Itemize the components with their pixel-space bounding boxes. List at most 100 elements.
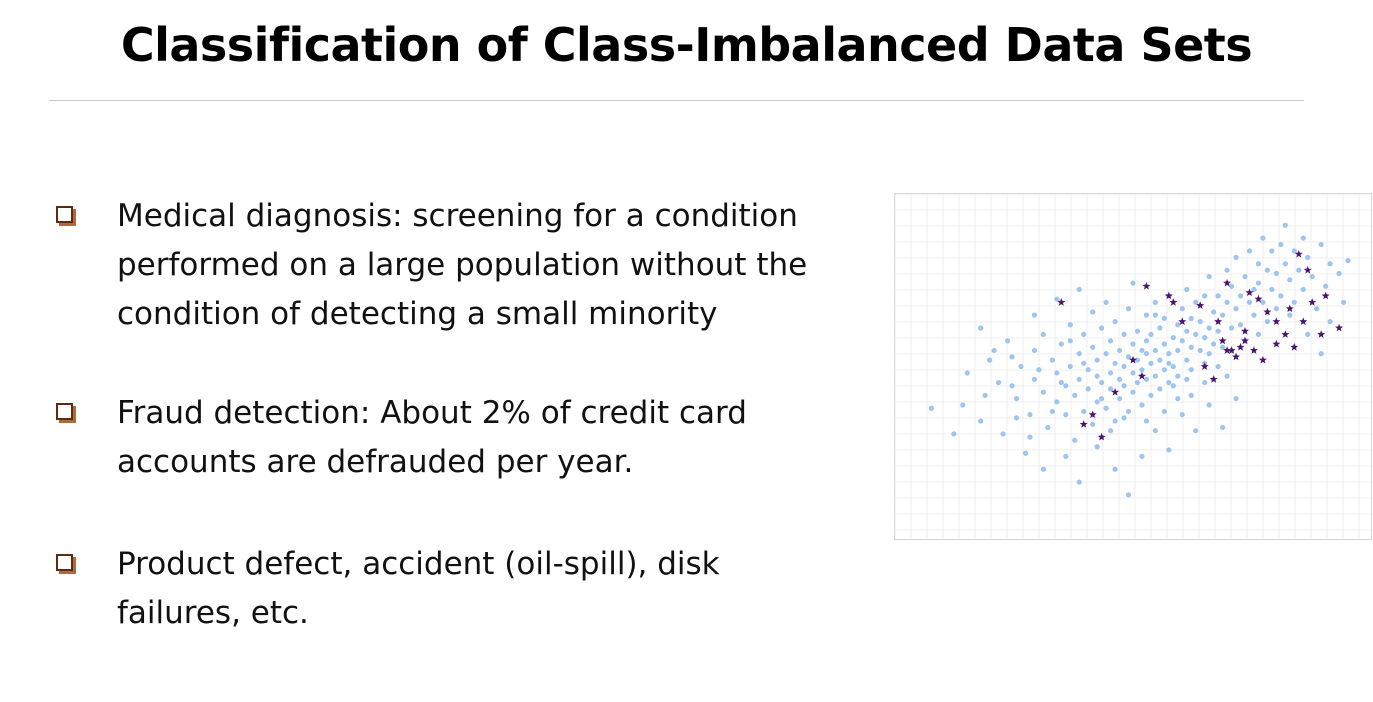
majority-dot-point bbox=[1125, 492, 1132, 498]
minority-star-point bbox=[1272, 317, 1281, 325]
minority-star-point bbox=[1142, 282, 1151, 290]
majority-dot-point bbox=[1085, 386, 1091, 392]
majority-dot-point bbox=[1063, 412, 1069, 418]
majority-dot-point bbox=[1139, 453, 1145, 459]
majority-dot-point bbox=[1170, 383, 1176, 389]
majority-dot-point bbox=[1049, 357, 1055, 363]
majority-dot-point bbox=[1018, 363, 1024, 370]
majority-dot-point bbox=[1260, 299, 1266, 305]
minority-star-point bbox=[1088, 410, 1097, 419]
majority-dot-point bbox=[1130, 280, 1136, 286]
majority-dot-point bbox=[1184, 357, 1190, 363]
majority-dot-point bbox=[1134, 357, 1141, 363]
majority-dot-point bbox=[1188, 367, 1194, 373]
minority-star-point bbox=[1178, 317, 1187, 325]
majority-dot-point bbox=[1067, 363, 1073, 370]
majority-dot-point bbox=[1094, 373, 1100, 379]
majority-dot-point bbox=[1278, 293, 1284, 299]
minority-star-point bbox=[1218, 336, 1227, 345]
minority-star-point bbox=[1169, 298, 1178, 306]
minority-star-point bbox=[1272, 339, 1281, 348]
majority-dot-point bbox=[1072, 392, 1078, 398]
majority-dot-point bbox=[964, 370, 970, 376]
minority-star-point bbox=[1057, 298, 1066, 306]
majority-dot-point bbox=[1175, 373, 1181, 379]
majority-dot-point bbox=[1108, 428, 1114, 434]
minority-star-point bbox=[1285, 304, 1294, 313]
majority-dot-point bbox=[1251, 312, 1257, 318]
minority-star-point bbox=[1317, 330, 1326, 338]
majority-dot-point bbox=[1076, 376, 1082, 382]
majority-dot-point bbox=[1287, 277, 1293, 283]
majority-dot-point bbox=[1130, 389, 1136, 395]
scatter-svg bbox=[895, 194, 1371, 539]
majority-dot-point bbox=[1094, 444, 1100, 450]
majority-dot-point bbox=[1009, 354, 1015, 360]
majority-dot-point bbox=[1054, 296, 1060, 302]
majority-dot-point bbox=[1031, 376, 1038, 382]
majority-dot-point bbox=[1215, 363, 1221, 370]
majority-dot-point bbox=[1031, 312, 1038, 318]
majority-dot-point bbox=[1152, 312, 1158, 318]
majority-dot-point bbox=[1282, 222, 1288, 228]
majority-dot-point bbox=[1166, 447, 1172, 453]
majority-dot-point bbox=[1139, 402, 1145, 408]
majority-dot-point bbox=[1143, 376, 1150, 382]
majority-dot-point bbox=[1152, 428, 1158, 434]
majority-dot-point bbox=[1233, 254, 1239, 260]
bullet-line: condition of detecting a small minority bbox=[117, 296, 718, 332]
majority-dot-point bbox=[1184, 286, 1190, 293]
majority-dot-point bbox=[1121, 363, 1127, 370]
minority-star-point bbox=[1200, 362, 1209, 370]
majority-dot-point bbox=[978, 325, 984, 331]
majority-dot-point bbox=[1220, 424, 1226, 431]
majority-dot-point bbox=[1228, 325, 1235, 331]
majority-dot-point bbox=[1197, 318, 1203, 325]
minority-star-point bbox=[1281, 330, 1290, 338]
majority-dot-point bbox=[987, 357, 993, 363]
bullet-line: Medical diagnosis: screening for a condi… bbox=[117, 198, 798, 234]
minority-star-point bbox=[1214, 317, 1223, 325]
majority-dot-point bbox=[1152, 299, 1158, 305]
majority-dot-point bbox=[1309, 274, 1315, 280]
majority-dot-point bbox=[1054, 370, 1060, 376]
majority-dot-point bbox=[1327, 261, 1333, 267]
majority-dot-point bbox=[1202, 293, 1208, 299]
majority-dot-point bbox=[1125, 306, 1132, 312]
majority-dot-point bbox=[1081, 360, 1087, 366]
majority-dot-point bbox=[1161, 408, 1167, 415]
minority-star-point bbox=[1335, 323, 1344, 332]
majority-dot-point bbox=[1027, 412, 1033, 418]
majority-dot-point bbox=[1157, 325, 1163, 331]
majority-dot-point bbox=[1224, 299, 1230, 305]
majority-dot-point bbox=[1076, 286, 1082, 293]
majority-dot-point bbox=[1220, 344, 1226, 350]
minority-star-point bbox=[1111, 387, 1120, 396]
majority-dot-point bbox=[1206, 274, 1212, 280]
bullet-line: accounts are defrauded per year. bbox=[117, 444, 634, 480]
minority-star-point bbox=[1196, 301, 1205, 309]
majority-dot-point bbox=[1058, 341, 1064, 347]
majority-dot-point bbox=[1054, 399, 1060, 405]
majority-dot-point bbox=[1157, 357, 1163, 363]
majority-dot-point bbox=[951, 431, 957, 437]
majority-dot-point bbox=[1242, 274, 1248, 280]
majority-dot-point bbox=[1148, 392, 1154, 398]
majority-dot-point bbox=[1076, 479, 1082, 485]
majority-dot-point bbox=[1202, 335, 1208, 341]
majority-dot-point bbox=[1246, 248, 1253, 254]
majority-dot-point bbox=[1282, 261, 1288, 267]
majority-dot-point bbox=[1116, 396, 1123, 402]
majority-dot-point bbox=[1143, 351, 1150, 357]
majority-dot-point bbox=[1318, 351, 1324, 357]
slide-title: Classification of Class-Imbalanced Data … bbox=[120, 18, 1253, 72]
imbalanced-scatter-plot bbox=[894, 193, 1372, 540]
majority-dot-point bbox=[1237, 293, 1244, 299]
majority-dot-point bbox=[1108, 370, 1114, 376]
majority-dot-point bbox=[1175, 322, 1181, 328]
majority-dot-point bbox=[1031, 347, 1038, 354]
majority-dot-point bbox=[1300, 286, 1306, 293]
majority-dot-point bbox=[1094, 399, 1100, 405]
majority-dot-point bbox=[1260, 235, 1266, 241]
majority-dot-point bbox=[1211, 341, 1217, 347]
